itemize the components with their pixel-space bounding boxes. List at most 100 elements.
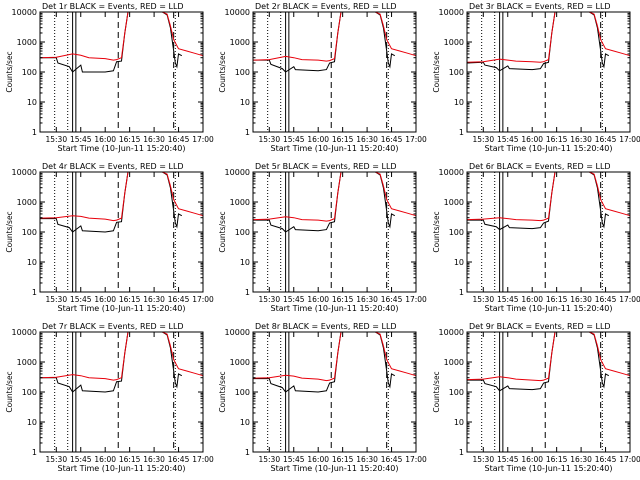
y-tick-label: 1000: [17, 198, 37, 207]
x-tick-label: 17:00: [192, 135, 214, 144]
y-tick-label: 100: [235, 68, 250, 77]
x-tick-label: 16:15: [119, 135, 141, 144]
x-tick-label: 15:30: [472, 295, 494, 304]
panel-title: Det 7r BLACK = Events, RED = LLD: [42, 322, 184, 331]
y-tick-label: 10: [27, 258, 37, 267]
x-tick-label: 15:45: [497, 135, 519, 144]
y-tick-label: 1: [32, 448, 37, 457]
detector-panel-9: Det 9r BLACK = Events, RED = LLD 1 10 100 10…: [432, 322, 640, 473]
x-tick-label: 15:30: [45, 455, 67, 464]
series-lld-line: [39, 11, 204, 61]
y-tick-label: 100: [22, 388, 37, 397]
series-events-line: [40, 331, 183, 393]
x-tick-label: 16:45: [381, 135, 403, 144]
series-events-line: [467, 171, 610, 231]
series-lld-line: [252, 331, 417, 382]
series-events-line: [40, 11, 183, 73]
y-axis-label: Counts/sec: [5, 51, 14, 92]
x-tick-label: 15:30: [45, 295, 67, 304]
x-tick-label: 16:45: [381, 455, 403, 464]
x-tick-label: 16:30: [143, 455, 165, 464]
y-tick-label: 1000: [444, 38, 464, 47]
series-events-line: [253, 331, 396, 393]
x-tick-label: 16:30: [143, 295, 165, 304]
y-axis-label: Counts/sec: [432, 51, 441, 92]
panel-title: Det 2r BLACK = Events, RED = LLD: [255, 2, 397, 11]
y-tick-label: 10: [27, 418, 37, 427]
x-tick-label: 16:00: [307, 135, 329, 144]
y-axis-label: Counts/sec: [5, 371, 14, 412]
y-tick-label: 100: [22, 68, 37, 77]
y-tick-label: 10000: [439, 168, 464, 177]
series-lld-line: [466, 171, 631, 222]
x-axis-label: Start Time (10-Jun-11 15:20:40): [485, 304, 613, 313]
y-tick-label: 100: [235, 228, 250, 237]
x-tick-label: 15:45: [497, 295, 519, 304]
y-tick-label: 1000: [17, 38, 37, 47]
x-axis-label: Start Time (10-Jun-11 15:20:40): [58, 464, 186, 473]
detector-panel-4: Det 4r BLACK = Events, RED = LLD 1 10 100 10…: [5, 162, 214, 313]
x-tick-label: 16:30: [356, 295, 378, 304]
detector-panel-2: Det 2r BLACK = Events, RED = LLD 1 10 100 10…: [218, 2, 427, 153]
series-lld-line: [39, 331, 204, 381]
x-tick-label: 16:15: [332, 135, 354, 144]
x-tick-label: 16:00: [521, 135, 543, 144]
x-tick-label: 15:45: [497, 455, 519, 464]
series-lld-line: [466, 331, 631, 382]
x-tick-label: 16:15: [332, 295, 354, 304]
plot-frame: [252, 11, 417, 133]
panel-title: Det 8r BLACK = Events, RED = LLD: [255, 322, 397, 331]
x-tick-label: 15:45: [70, 135, 92, 144]
panel-title: Det 3r BLACK = Events, RED = LLD: [469, 2, 611, 11]
y-axis-label: Counts/sec: [218, 211, 227, 252]
y-tick-label: 1: [459, 128, 464, 137]
y-tick-label: 1: [245, 128, 250, 137]
detector-panel-7: Det 7r BLACK = Events, RED = LLD 1 10 100 10…: [5, 322, 214, 473]
x-tick-label: 16:45: [595, 135, 617, 144]
plot-frame: [466, 171, 631, 293]
panel-title: Det 9r BLACK = Events, RED = LLD: [469, 322, 611, 331]
x-tick-label: 16:00: [307, 295, 329, 304]
y-tick-label: 10: [240, 418, 250, 427]
y-tick-label: 1: [32, 288, 37, 297]
plot-frame: [39, 331, 204, 453]
x-tick-label: 15:30: [258, 135, 280, 144]
x-tick-label: 16:45: [168, 135, 190, 144]
x-tick-label: 15:30: [472, 455, 494, 464]
x-tick-label: 17:00: [192, 455, 214, 464]
series-events-line: [40, 171, 183, 233]
y-tick-label: 10000: [12, 168, 37, 177]
x-tick-label: 16:00: [521, 455, 543, 464]
x-tick-label: 17:00: [619, 455, 640, 464]
x-tick-label: 16:45: [595, 455, 617, 464]
x-tick-label: 17:00: [192, 295, 214, 304]
detector-panel-3: Det 3r BLACK = Events, RED = LLD 1 10 100 10…: [432, 2, 640, 153]
y-tick-label: 10: [454, 98, 464, 107]
x-tick-label: 15:45: [283, 455, 305, 464]
y-tick-label: 10000: [12, 328, 37, 337]
y-tick-label: 1000: [230, 38, 250, 47]
x-tick-label: 16:30: [570, 135, 592, 144]
x-tick-label: 16:00: [521, 295, 543, 304]
y-tick-label: 10000: [12, 8, 37, 17]
y-tick-label: 1000: [230, 198, 250, 207]
y-axis-label: Counts/sec: [5, 211, 14, 252]
y-tick-label: 10000: [225, 328, 250, 337]
x-tick-label: 16:15: [546, 135, 568, 144]
y-tick-label: 10000: [225, 168, 250, 177]
series-events-line: [253, 11, 396, 73]
series-lld-line: [252, 11, 417, 62]
y-axis-label: Counts/sec: [432, 211, 441, 252]
plot-frame: [466, 331, 631, 453]
x-axis-label: Start Time (10-Jun-11 15:20:40): [271, 464, 399, 473]
x-tick-label: 16:30: [570, 295, 592, 304]
plot-frame: [252, 331, 417, 453]
series-events-line: [467, 331, 610, 392]
x-tick-label: 16:45: [381, 295, 403, 304]
y-tick-label: 1000: [444, 198, 464, 207]
y-tick-label: 1: [459, 448, 464, 457]
y-tick-label: 10: [240, 258, 250, 267]
series-events-line: [253, 171, 396, 233]
x-tick-label: 16:00: [94, 455, 116, 464]
